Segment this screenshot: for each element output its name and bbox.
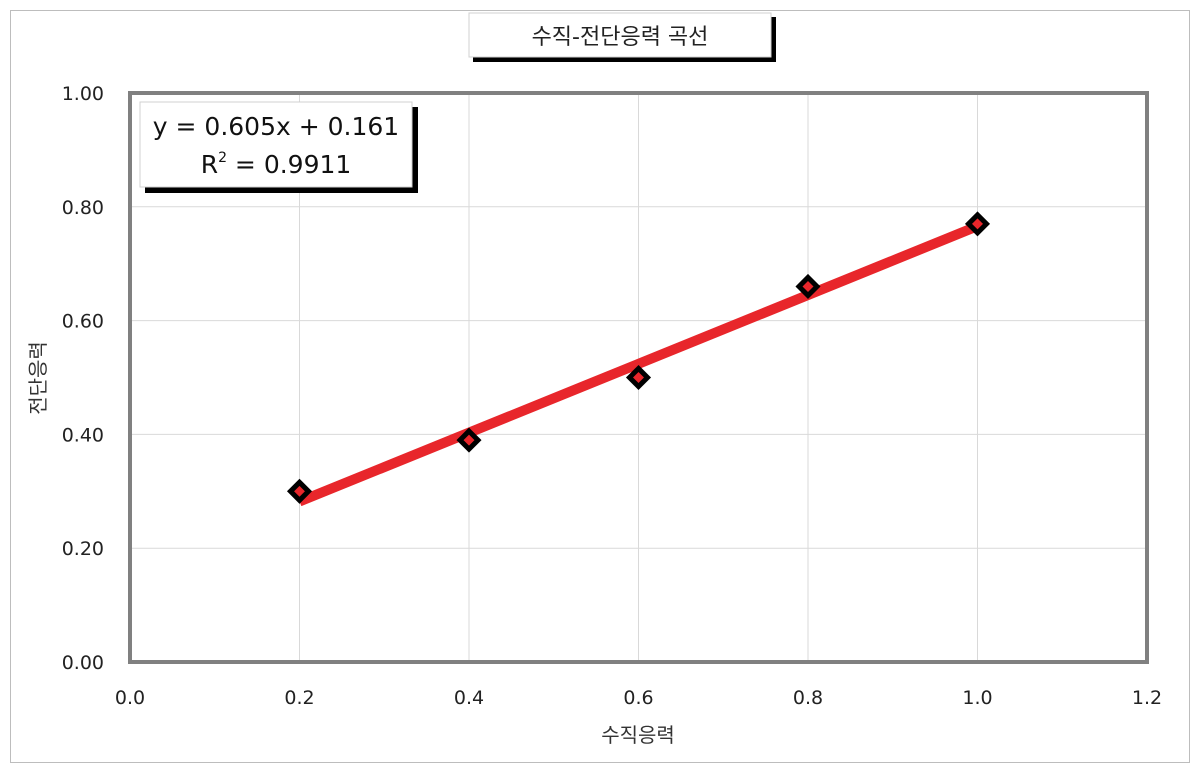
r2-letter: R: [201, 150, 218, 179]
data-point: [795, 273, 821, 299]
x-tick-label: 0.2: [284, 687, 314, 709]
x-tick-label: 1.0: [962, 687, 992, 709]
x-tick-label: 0.0: [115, 687, 145, 709]
data-point: [286, 478, 313, 504]
y-tick-label: 0.60: [62, 311, 104, 333]
equation-box-bg: [139, 101, 413, 188]
data-point: [456, 427, 482, 453]
y-tick-labels: 0.00 0.20 0.40 0.60 0.80 1.00: [62, 83, 104, 674]
title-box-bg: [468, 12, 772, 58]
x-tick-label: 0.4: [454, 687, 484, 709]
y-axis-title: 전단응력: [26, 341, 50, 415]
y-tick-label: 1.00: [62, 83, 104, 105]
r2-value: = 0.9911: [227, 150, 351, 179]
trendline-equation: y = 0.605x + 0.161: [153, 112, 399, 141]
y-tick-label: 0.80: [62, 197, 104, 219]
chart-title-box: 수직-전단응력 곡선: [468, 12, 776, 62]
data-points: [286, 211, 991, 504]
r-squared-label: R2 = 0.9911: [201, 150, 352, 179]
data-point: [625, 364, 652, 391]
data-point: [964, 211, 991, 237]
y-tick-label: 0.00: [62, 652, 104, 674]
x-tick-label: 0.6: [623, 687, 653, 709]
x-tick-labels: 0.0 0.2 0.4 0.6 0.8 1.0 1.2: [115, 687, 1162, 709]
x-tick-label: 0.8: [793, 687, 823, 709]
x-axis-title: 수직응력: [601, 723, 675, 747]
y-tick-label: 0.40: [62, 424, 104, 446]
x-tick-label: 1.2: [1132, 687, 1162, 709]
trendline: [297, 221, 980, 507]
chart-title: 수직-전단응력 곡선: [532, 25, 709, 50]
r2-superscript: 2: [218, 150, 227, 166]
y-tick-label: 0.20: [62, 538, 104, 560]
plot-area-border: [128, 91, 1149, 664]
equation-box: y = 0.605x + 0.161 R2 = 0.9911: [139, 101, 418, 193]
